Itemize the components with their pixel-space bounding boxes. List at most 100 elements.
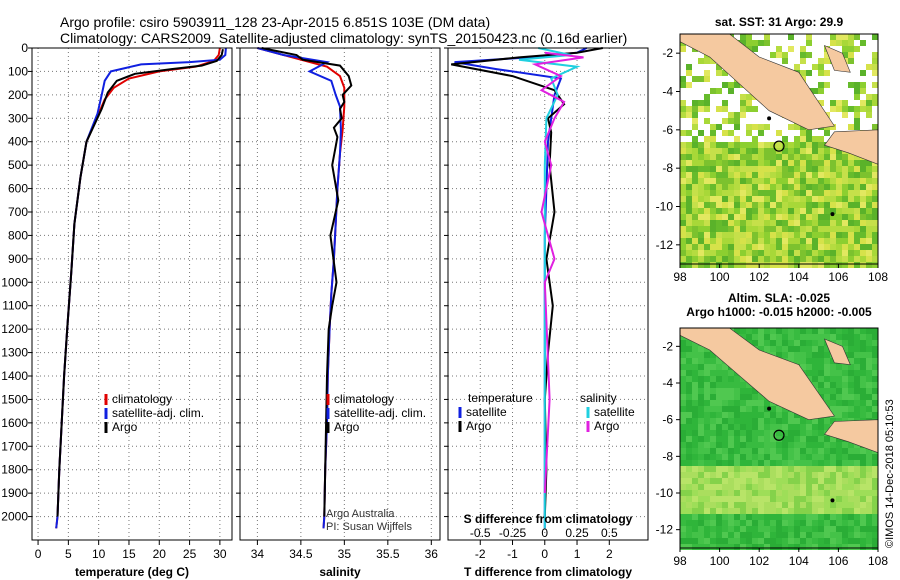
map-cell <box>848 532 854 538</box>
map-cell <box>722 514 728 520</box>
map-cell <box>872 70 878 76</box>
map-cell <box>710 118 716 124</box>
map-cell <box>824 352 830 358</box>
map-cell <box>794 412 800 418</box>
map-cell <box>824 52 830 58</box>
map-cell <box>710 130 716 136</box>
map-cell <box>824 148 830 154</box>
map-cell <box>680 166 686 172</box>
map-cell <box>806 496 812 502</box>
map-cell <box>692 58 698 64</box>
map-cell <box>740 154 746 160</box>
map-cell <box>788 196 794 202</box>
map-cell <box>812 160 818 166</box>
map-cell <box>710 184 716 190</box>
y-tick-label: -6 <box>662 123 673 137</box>
map-cell <box>704 118 710 124</box>
map-cell <box>740 184 746 190</box>
map-cell <box>788 160 794 166</box>
map-cell <box>770 172 776 178</box>
map-cell <box>836 190 842 196</box>
map-cell <box>830 460 836 466</box>
map-cell <box>782 226 788 232</box>
map-cell <box>686 412 692 418</box>
map-cell <box>812 460 818 466</box>
map-cell <box>740 466 746 472</box>
map-cell <box>854 196 860 202</box>
map-cell <box>746 148 752 154</box>
map-cell <box>710 544 716 550</box>
map-cell <box>704 400 710 406</box>
map-cell <box>770 184 776 190</box>
map-cell <box>824 208 830 214</box>
map-cell <box>836 184 842 190</box>
map-cell <box>722 418 728 424</box>
map-cell <box>716 130 722 136</box>
map-cell <box>794 430 800 436</box>
map-cell <box>686 148 692 154</box>
map-cell <box>860 220 866 226</box>
map-cell <box>680 478 686 484</box>
map-cell <box>770 52 776 58</box>
map-cell <box>806 238 812 244</box>
map-cell <box>770 202 776 208</box>
map-cell <box>830 172 836 178</box>
map-cell <box>734 520 740 526</box>
map-cell <box>776 202 782 208</box>
map-cell <box>722 70 728 76</box>
map-cell <box>692 250 698 256</box>
map-cell <box>860 448 866 454</box>
map-cell <box>806 484 812 490</box>
map-cell <box>764 160 770 166</box>
map-cell <box>848 538 854 544</box>
map-cell <box>752 118 758 124</box>
map-cell <box>740 460 746 466</box>
map-cell <box>716 244 722 250</box>
map-cell <box>722 184 728 190</box>
map-cell <box>860 514 866 520</box>
map-cell <box>842 34 848 40</box>
map-cell <box>770 34 776 40</box>
map-cell <box>848 478 854 484</box>
map-cell <box>818 202 824 208</box>
map-cell <box>686 532 692 538</box>
map-cell <box>704 106 710 112</box>
map-cell <box>734 184 740 190</box>
map-cell <box>776 130 782 136</box>
map-cell <box>824 136 830 142</box>
map-cell <box>782 526 788 532</box>
map-cell <box>812 472 818 478</box>
map-cell <box>698 466 704 472</box>
map-cell <box>824 436 830 442</box>
map-cell <box>836 364 842 370</box>
map-cell <box>686 460 692 466</box>
map-cell <box>830 154 836 160</box>
map-cell <box>854 340 860 346</box>
map-cell <box>782 166 788 172</box>
map-cell <box>698 532 704 538</box>
map-cell <box>728 376 734 382</box>
map-cell <box>692 214 698 220</box>
map-cell <box>836 82 842 88</box>
map-cell <box>794 520 800 526</box>
map-cell <box>872 94 878 100</box>
map-cell <box>740 220 746 226</box>
map-cell <box>860 64 866 70</box>
map-cell <box>794 40 800 46</box>
map-cell <box>728 244 734 250</box>
map-cell <box>788 454 794 460</box>
map-cell <box>728 142 734 148</box>
map-cell <box>698 514 704 520</box>
map-cell <box>764 262 770 268</box>
map-cell <box>800 436 806 442</box>
salinity-panel: 34 34.5 35 35.5 36salinityclimatologysatelli… <box>236 47 441 579</box>
header-line1: Argo profile: csiro 5903911_128 23-Apr-2… <box>60 14 490 30</box>
map-cell <box>776 496 782 502</box>
map-cell <box>836 514 842 520</box>
map-cell <box>704 112 710 118</box>
map-cell <box>794 238 800 244</box>
map-cell <box>872 454 878 460</box>
map-cell <box>776 184 782 190</box>
map-cell <box>860 100 866 106</box>
map-cell <box>698 472 704 478</box>
